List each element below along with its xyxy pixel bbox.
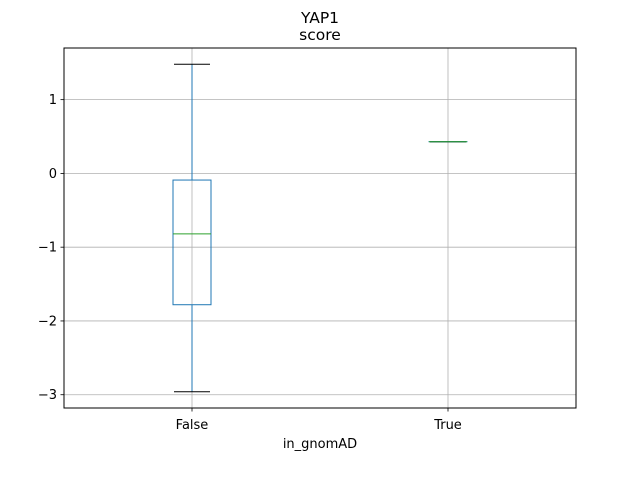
chart-subtitle: score <box>299 26 341 44</box>
ticks: 1 0 −1 −2 −3 False True <box>38 93 462 433</box>
grid <box>64 48 576 408</box>
x-axis-label: in_gnomAD <box>283 437 357 452</box>
chart-title: YAP1 <box>300 9 339 27</box>
iqr-box <box>172 179 212 306</box>
y-tick-label: −2 <box>38 314 57 329</box>
box-group-false <box>172 63 212 393</box>
boxes <box>172 63 468 393</box>
y-tick-label: −1 <box>38 241 57 256</box>
y-tick-label: −3 <box>38 388 57 403</box>
plot-frame <box>63 47 577 409</box>
y-tick-label: 0 <box>49 167 57 182</box>
x-tick-label: True <box>433 418 462 433</box>
y-tick-label: 1 <box>49 93 57 108</box>
x-tick-label: False <box>176 418 209 433</box>
